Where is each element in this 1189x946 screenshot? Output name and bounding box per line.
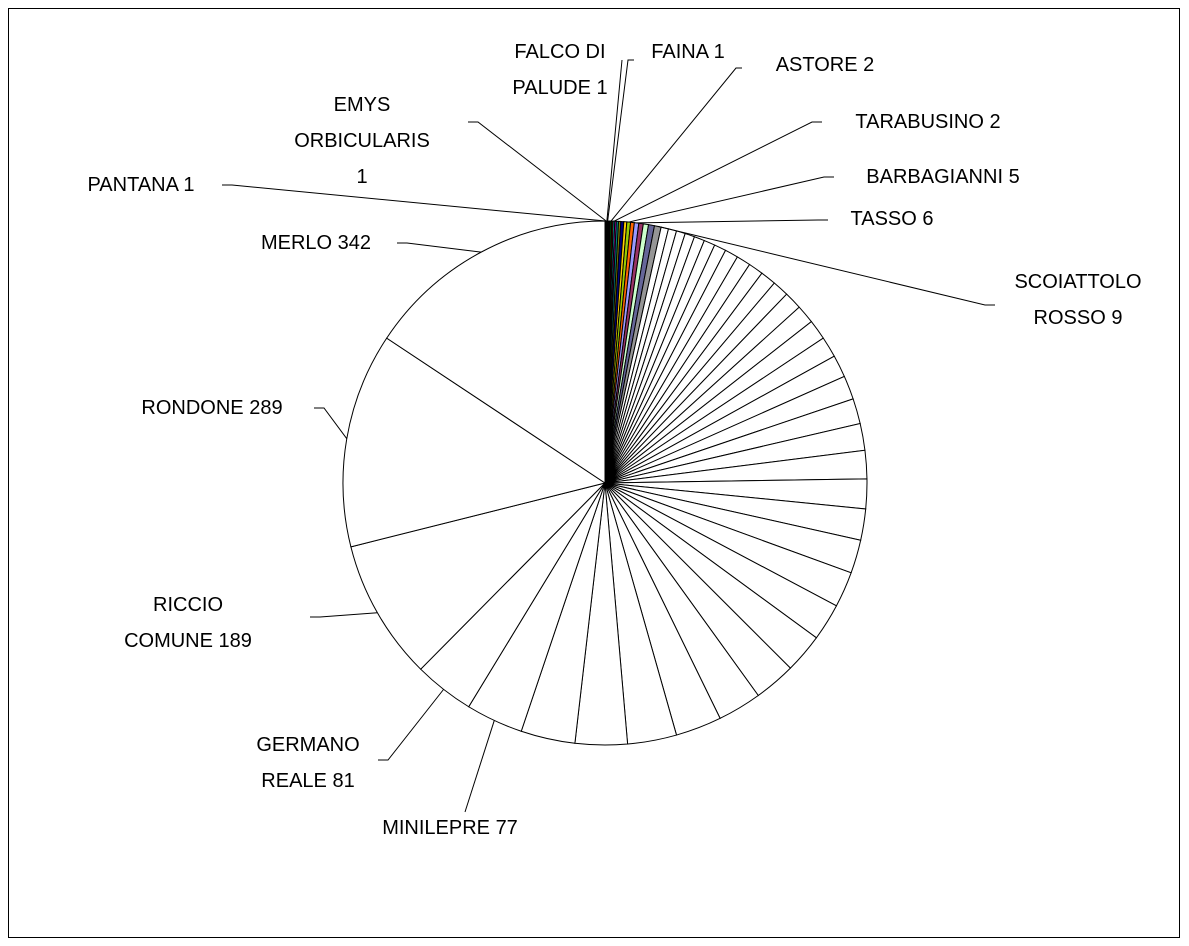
value-label: 342 — [337, 232, 372, 254]
data-label: TARABUSINO 2 — [818, 104, 1038, 140]
value-label: 1 — [356, 166, 368, 188]
value-label: 9 — [1111, 307, 1123, 329]
data-label: TASSO 6 — [822, 201, 962, 237]
leader-line — [636, 219, 828, 224]
pie-slice — [350, 482, 607, 670]
value-label: 1 — [596, 77, 608, 99]
data-label: ASTORE 2 — [750, 47, 900, 83]
value-label: 1 — [713, 41, 725, 63]
leader-line — [464, 720, 495, 813]
data-label: GERMANO REALE 81 — [238, 727, 378, 799]
pie-slice — [386, 220, 606, 484]
value-label: 5 — [1008, 166, 1020, 188]
category-label: RICCIO COMUNE — [124, 594, 223, 652]
category-label: PANTANA — [87, 174, 178, 196]
data-label: MINILEPRE 77 — [360, 810, 540, 846]
data-label: BARBAGIANNI 5 — [833, 159, 1053, 195]
category-label: RONDONE — [141, 397, 244, 419]
leader-line — [657, 225, 995, 306]
value-label: 2 — [989, 111, 1001, 133]
value-label: 77 — [495, 817, 518, 839]
leader-line — [378, 689, 444, 761]
leader-line — [468, 121, 607, 222]
value-label: 6 — [922, 208, 934, 230]
category-label: FALCO DI PALUDE — [512, 41, 606, 99]
data-label: PANTANA 1 — [41, 167, 241, 203]
value-label: 2 — [863, 54, 875, 76]
leader-line — [222, 184, 606, 222]
leader-line — [314, 407, 348, 439]
category-label: SCOIATTOLO ROSSO — [1014, 271, 1142, 329]
value-label: 1 — [183, 174, 195, 196]
category-label: EMYS ORBICULARIS — [294, 94, 430, 152]
category-label: BARBAGIANNI — [866, 166, 1003, 188]
data-label: EMYS ORBICULARIS 1 — [287, 87, 437, 195]
leader-line — [606, 59, 623, 222]
category-label: GERMANO REALE — [256, 734, 360, 792]
pie-slice — [342, 337, 607, 548]
leader-line — [613, 121, 822, 222]
value-label: 189 — [218, 630, 252, 652]
category-label: ASTORE — [775, 54, 858, 76]
category-label: MERLO — [260, 232, 333, 254]
data-label: MERLO 342 — [231, 225, 401, 261]
leader-line — [607, 59, 634, 222]
leader-line — [310, 612, 378, 618]
data-label: SCOIATTOLO ROSSO 9 — [1003, 264, 1153, 336]
value-label: 81 — [332, 770, 355, 792]
leader-line — [628, 176, 834, 223]
data-label: RONDONE 289 — [102, 390, 322, 426]
data-label: FAINA 1 — [628, 34, 748, 70]
category-label: MINILEPRE — [382, 817, 490, 839]
category-label: TARABUSINO — [855, 111, 984, 133]
data-label: RICCIO COMUNE 189 — [108, 587, 268, 659]
data-label: FALCO DI PALUDE 1 — [500, 34, 620, 106]
leader-line — [610, 67, 742, 222]
leader-line — [397, 242, 482, 253]
category-label: FAINA — [651, 41, 708, 63]
value-label: 289 — [249, 397, 283, 419]
category-label: TASSO — [850, 208, 917, 230]
